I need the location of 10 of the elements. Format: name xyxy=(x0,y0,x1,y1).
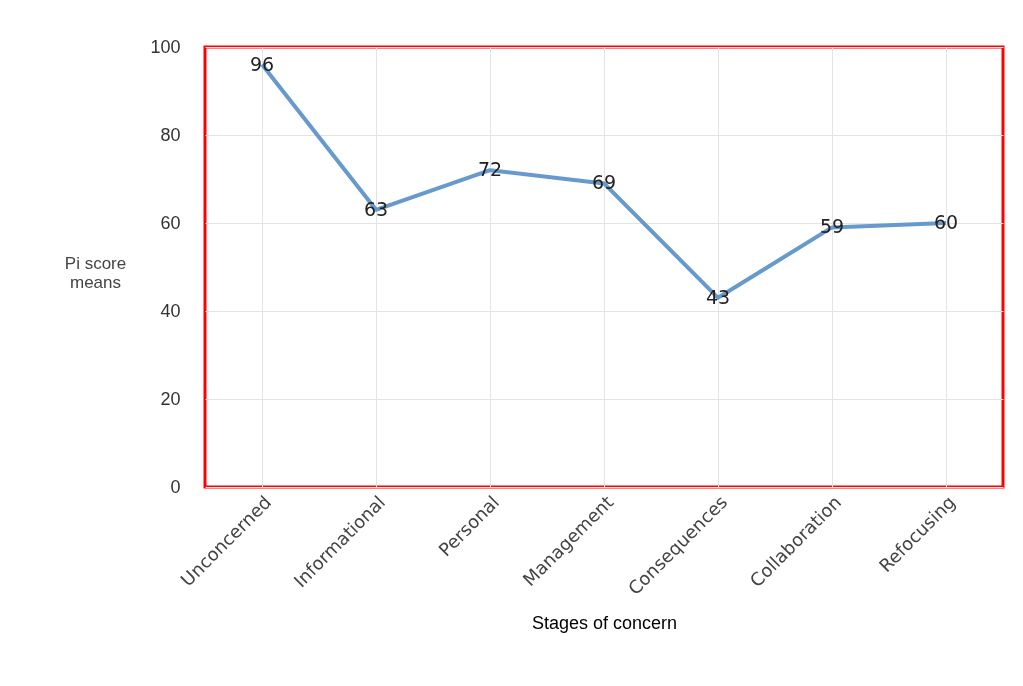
y-tick-label: 0 xyxy=(170,476,181,497)
y-axis-title: Pi score means xyxy=(64,253,127,292)
y-tick-label: 60 xyxy=(160,212,181,233)
y-tick-label: 80 xyxy=(160,124,181,145)
data-label: 60 xyxy=(933,211,959,233)
y-tick-label: 40 xyxy=(160,300,181,321)
x-axis-title: Stages of concern xyxy=(531,612,678,633)
data-label: 96 xyxy=(249,52,275,75)
y-tick-label: 100 xyxy=(150,36,181,57)
y-tick-label: 20 xyxy=(160,388,181,409)
